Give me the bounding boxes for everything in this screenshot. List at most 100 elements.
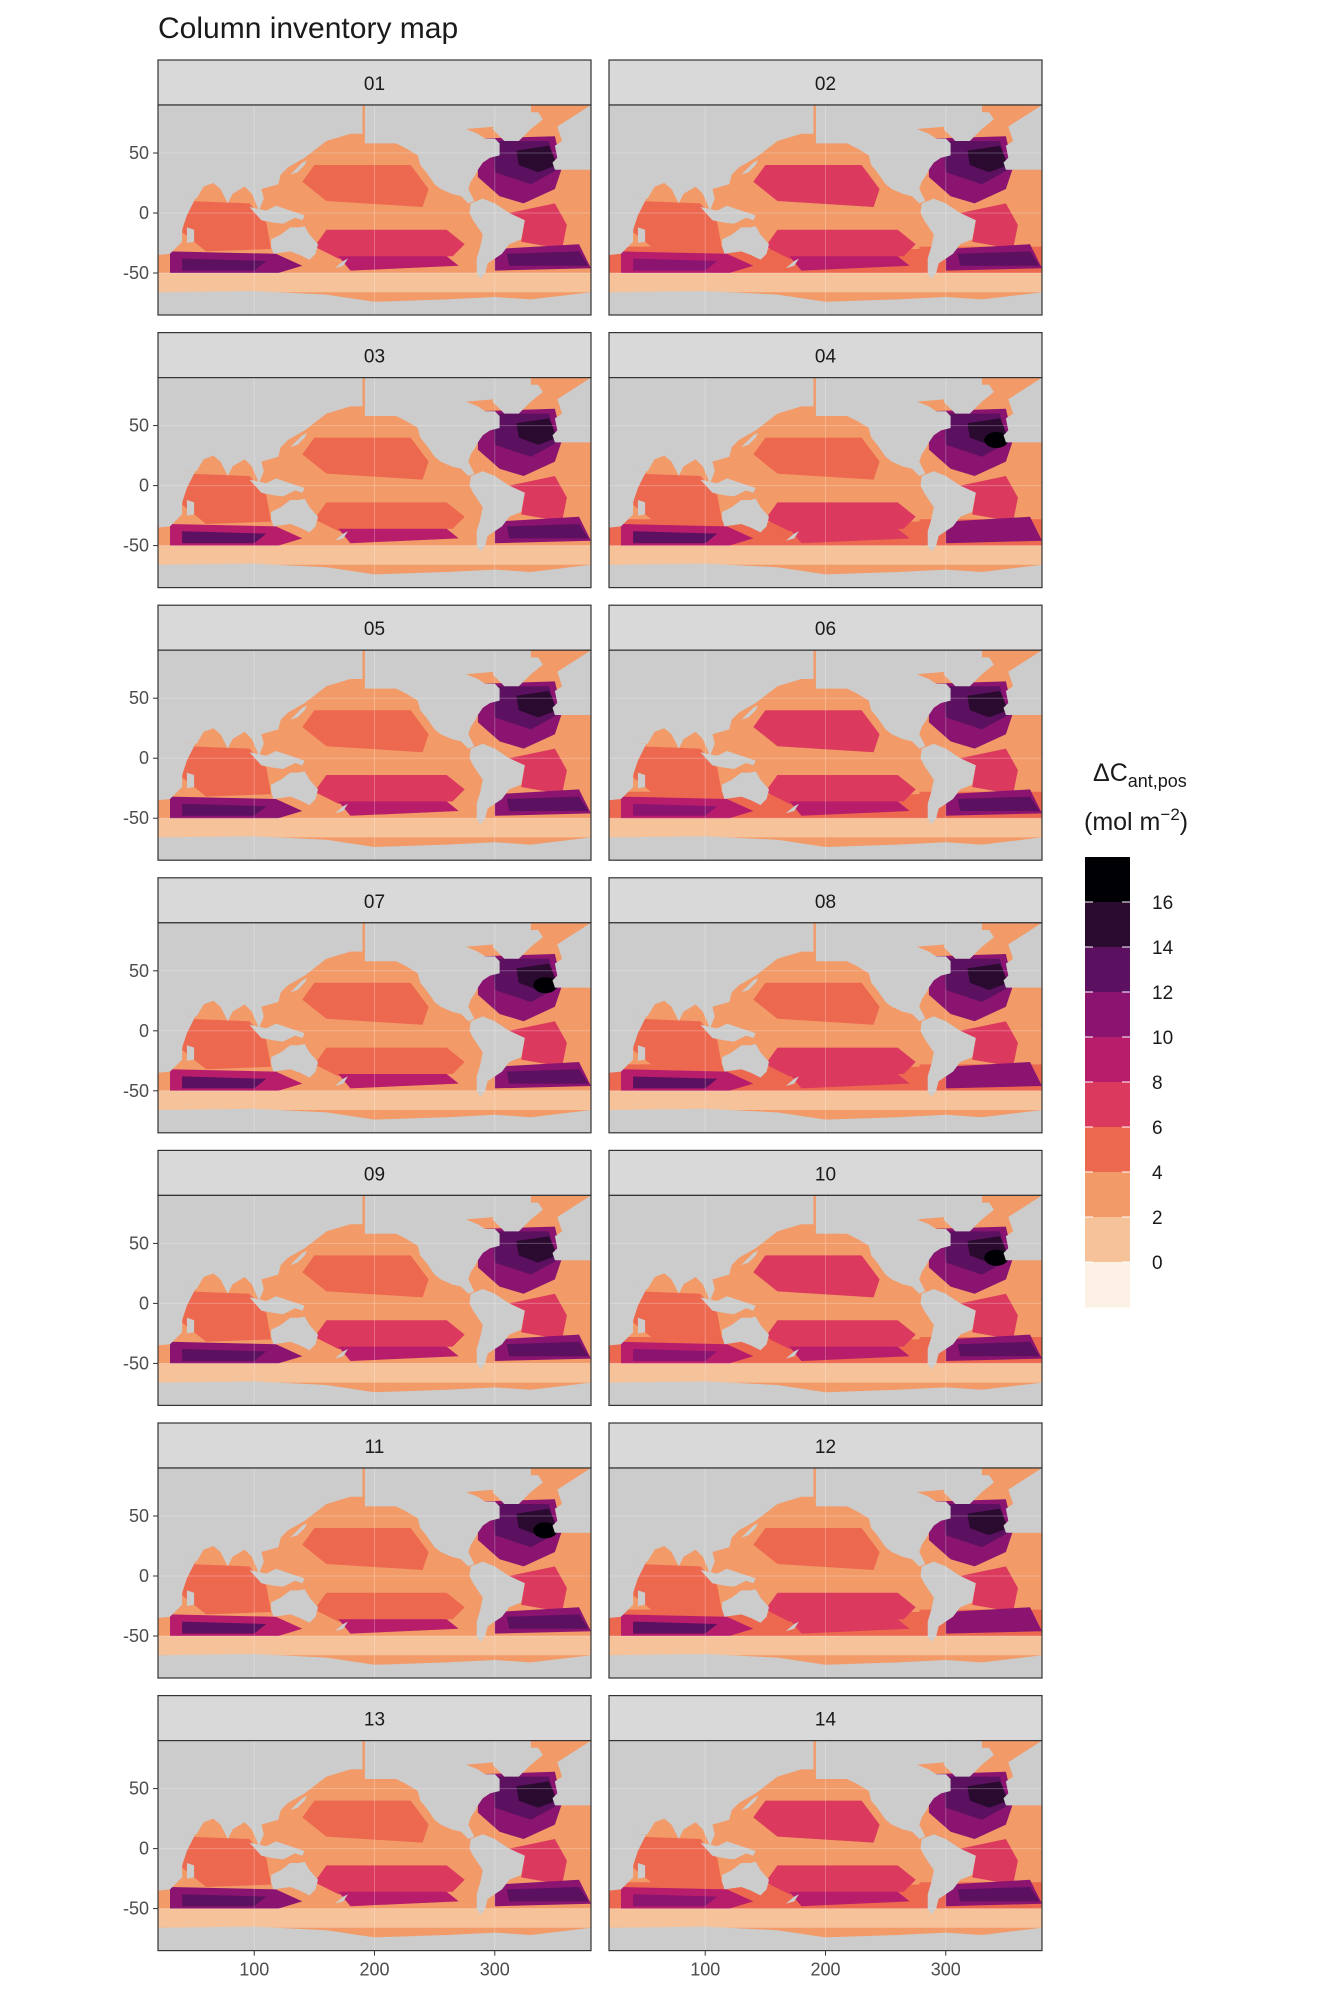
land-antarctica (609, 291, 1042, 315)
inventory-band (633, 803, 718, 816)
legend-swatch (1085, 1127, 1130, 1173)
x-tick-label: 200 (810, 1960, 840, 1980)
land-madagascar (186, 500, 195, 516)
legend-swatch (1085, 1217, 1130, 1263)
inventory-band (960, 1293, 1018, 1340)
inventory-hotspot (533, 977, 558, 994)
land-north-america (815, 105, 982, 204)
facet-label: 12 (815, 1437, 836, 1458)
inventory-band (182, 1621, 267, 1634)
land-australia (271, 226, 318, 260)
land-japan (741, 160, 759, 175)
land-south-america (469, 1834, 525, 1915)
inventory-band (516, 1781, 558, 1808)
inventory-band (509, 1839, 567, 1885)
land-north-america (815, 1195, 982, 1294)
inventory-band (789, 801, 910, 816)
facet-panel-05: 05 50 0 -50 (123, 604, 592, 861)
land-europe-east (552, 922, 591, 988)
panel-border (608, 1194, 1043, 1407)
land-north-america (815, 922, 982, 1022)
inventory-band (960, 1021, 1018, 1067)
inventory-band (338, 1619, 459, 1634)
legend-swatch (1085, 1037, 1130, 1083)
land-north-america (364, 922, 531, 1022)
land-asia-europe (609, 377, 814, 484)
inventory-band (182, 1894, 267, 1907)
land-australia (722, 771, 769, 805)
legend-break-label: 4 (1152, 1163, 1163, 1184)
land-nz (334, 1621, 348, 1632)
land-south-america (920, 1016, 976, 1097)
y-tick-label: 0 (139, 1566, 149, 1586)
facet-panel-14: 14 100 200 300 (608, 1694, 1043, 1980)
inventory-band (753, 710, 880, 753)
y-tick-label: 50 (129, 961, 149, 981)
legend-swatch (1085, 1172, 1130, 1218)
land-nz (334, 1076, 348, 1086)
inventory-band (765, 502, 916, 532)
inventory-band (509, 1293, 567, 1340)
land-australia (271, 771, 318, 805)
facet-strip (157, 1422, 592, 1469)
land-asia-europe (158, 377, 363, 484)
land-europe-east (1003, 377, 1042, 443)
land-japan (290, 160, 308, 175)
inventory-band (789, 528, 910, 544)
legend-swatch (1085, 947, 1130, 993)
inventory-band (314, 1865, 465, 1895)
map-area (609, 1740, 1042, 1951)
inventory-band (314, 1592, 465, 1622)
y-tick-label: 50 (129, 1233, 149, 1253)
land-madagascar (637, 1317, 646, 1334)
facet-panel-04: 04 (608, 332, 1043, 589)
facet-strip (608, 332, 1043, 379)
inventory-band (633, 201, 723, 252)
land-africa (158, 447, 196, 528)
land-asia-europe (158, 1195, 363, 1301)
inventory-band (633, 1291, 723, 1342)
inventory-band (789, 1074, 910, 1089)
land-japan (741, 705, 759, 720)
land-antarctica (158, 1654, 591, 1678)
inventory-band (960, 1839, 1018, 1885)
legend-break-label: 2 (1152, 1208, 1163, 1229)
land-antarctica (609, 836, 1042, 861)
inventory-band (506, 524, 589, 539)
land-africa (609, 719, 647, 801)
inventory-band (765, 1592, 916, 1622)
y-tick-label: -50 (123, 1081, 149, 1101)
land-indonesia (249, 1841, 305, 1860)
land-north-america (364, 1468, 531, 1567)
land-europe-east (552, 1740, 591, 1806)
inventory-band (633, 1836, 723, 1887)
legend-break-label: 14 (1152, 938, 1174, 959)
land-south-america (469, 471, 525, 552)
land-madagascar (637, 1045, 646, 1061)
inventory-band (516, 418, 558, 445)
inventory-band (506, 1069, 589, 1084)
land-greenland (492, 1747, 543, 1777)
map-area (158, 1195, 591, 1406)
land-asia-europe (609, 1740, 814, 1847)
inventory-band (338, 1891, 459, 1907)
inventory-band (314, 1047, 465, 1077)
panel-border (608, 649, 1043, 861)
inventory-band (182, 1564, 272, 1615)
x-tick-label: 100 (239, 1960, 269, 1980)
land-asia-europe (609, 1468, 814, 1574)
land-nz (785, 531, 799, 541)
inventory-band (314, 775, 465, 804)
land-antarctica (158, 291, 591, 315)
facet-strip (608, 604, 1043, 651)
land-japan (741, 1523, 759, 1538)
land-madagascar (186, 772, 195, 789)
land-nz (334, 1349, 348, 1359)
land-japan (741, 978, 759, 993)
land-greenland (943, 384, 994, 414)
legend-swatch (1085, 1262, 1130, 1308)
inventory-band (182, 201, 272, 252)
land-antarctica (158, 1381, 591, 1406)
land-indonesia (700, 205, 756, 224)
land-south-america (469, 1561, 525, 1642)
